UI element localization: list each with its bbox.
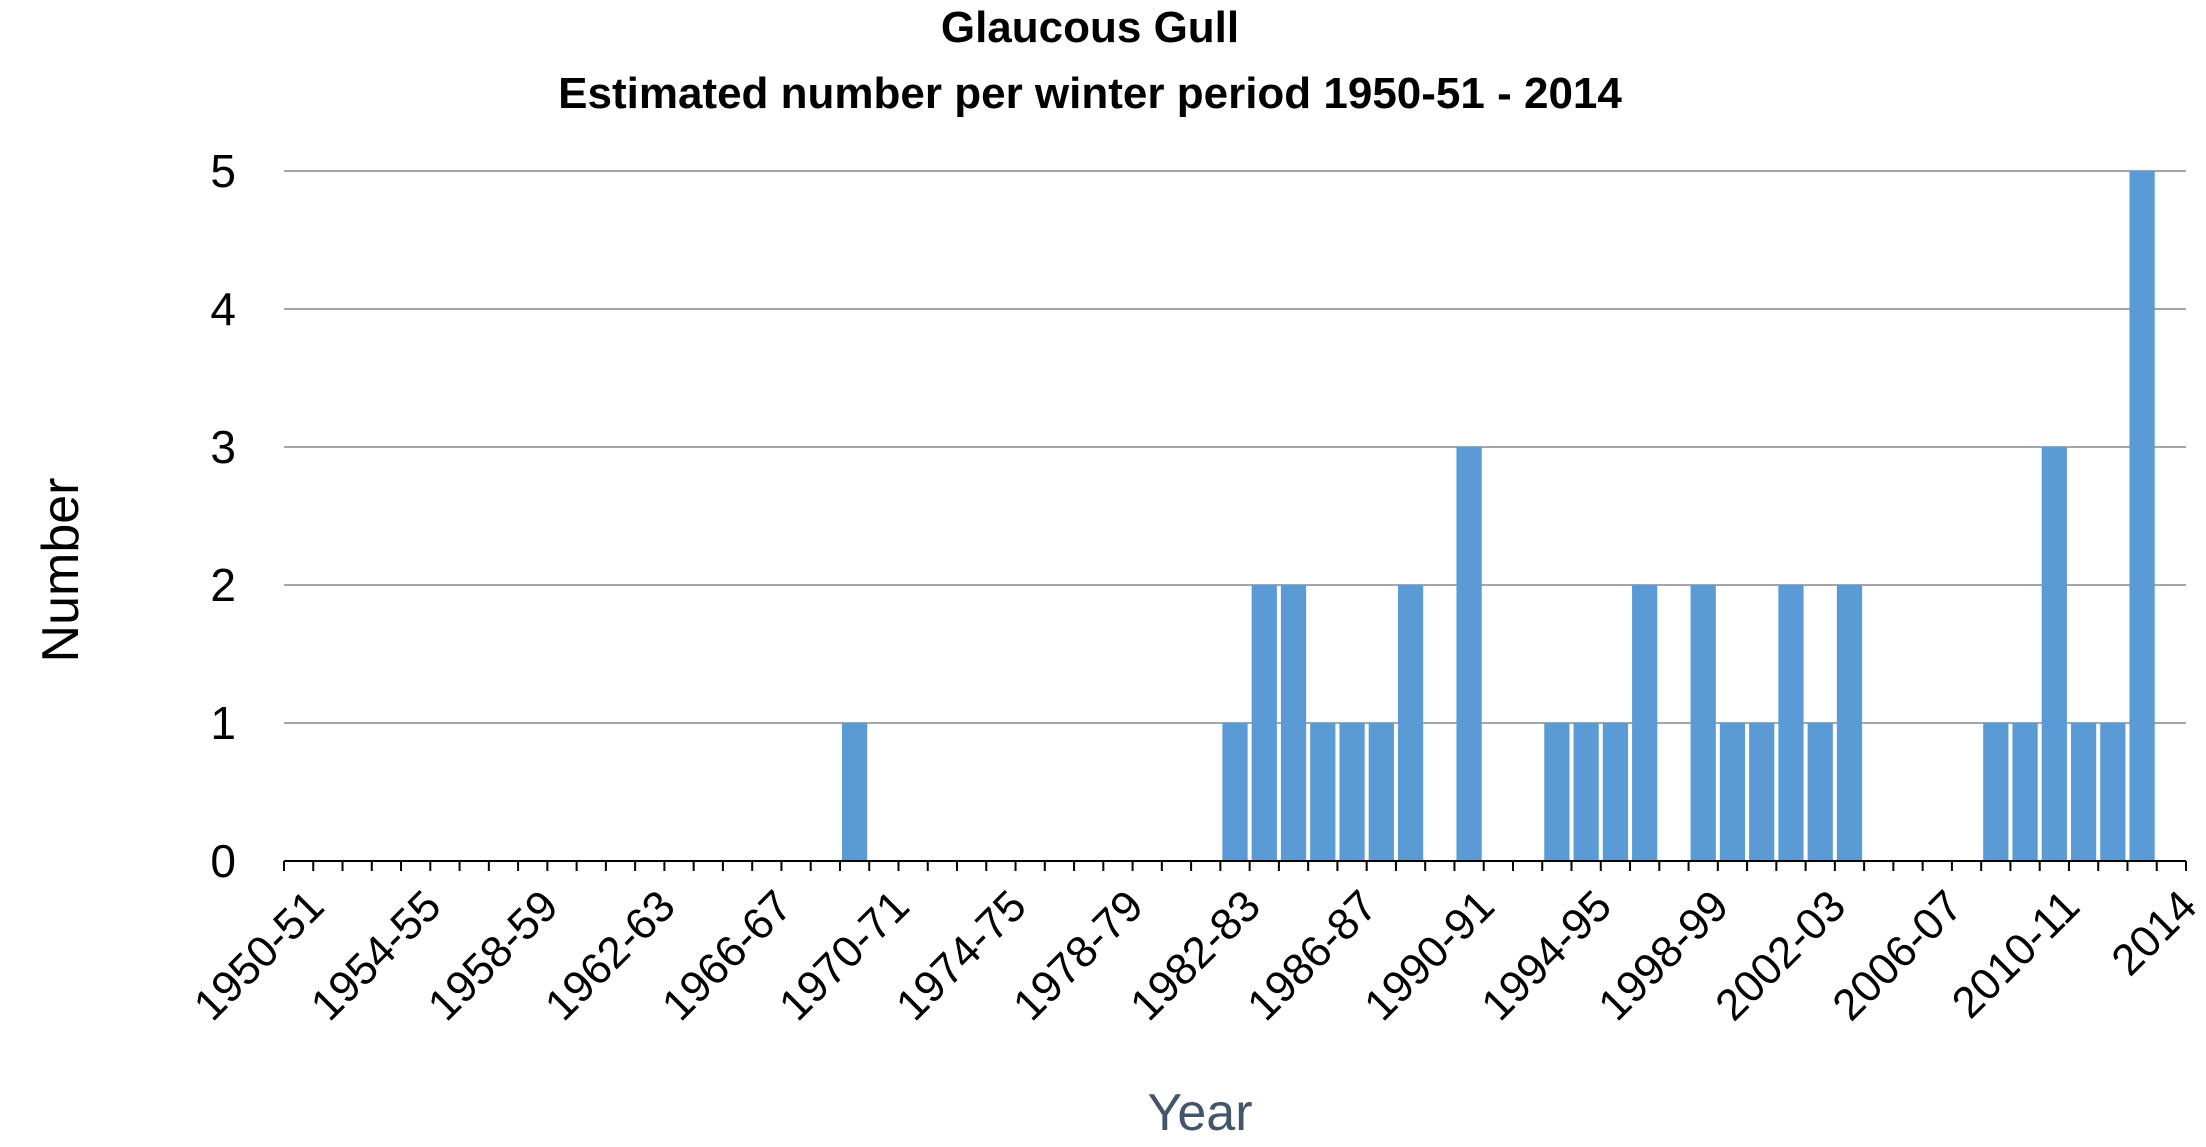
bar xyxy=(841,723,868,861)
y-tick-label: 4 xyxy=(210,283,236,335)
bar xyxy=(1749,723,1775,861)
x-tick-label: 2010-11 xyxy=(1943,881,2090,1028)
x-tick-label: 1958-59 xyxy=(419,881,568,1030)
x-tick-label: 1998-99 xyxy=(1589,881,1738,1030)
bar xyxy=(1632,585,1658,861)
x-tick-label: 2014 xyxy=(2102,881,2206,985)
x-tick-label: 1970-71 xyxy=(770,881,919,1030)
bar xyxy=(2100,723,2126,861)
bar xyxy=(1310,723,1336,861)
y-tick-labels: 0 1 2 3 4 5 xyxy=(210,145,236,887)
bar xyxy=(1544,723,1570,861)
bar xyxy=(2012,723,2038,861)
y-axis-label: Number xyxy=(32,478,90,663)
bar xyxy=(1251,585,1277,861)
x-tick-label: 1954-55 xyxy=(302,881,451,1030)
bar xyxy=(1690,585,1716,861)
y-tick-label: 3 xyxy=(210,421,236,473)
x-tick-label: 2002-03 xyxy=(1706,881,1855,1030)
bar xyxy=(2129,171,2155,861)
x-tick-label: 1962-63 xyxy=(536,881,685,1030)
bar xyxy=(1983,723,2009,861)
x-tick-label: 1978-79 xyxy=(1004,881,1153,1030)
bar xyxy=(1280,585,1307,861)
bar xyxy=(2041,447,2067,861)
bar xyxy=(1339,723,1365,861)
x-tick-label: 1974-75 xyxy=(887,881,1036,1030)
chart-title: Glaucous Gull xyxy=(941,3,1239,52)
x-tick-label: 2006-07 xyxy=(1823,881,1972,1030)
x-tick-marks xyxy=(283,861,2187,871)
bar xyxy=(1222,723,1248,861)
bar xyxy=(1719,723,1746,861)
x-tick-labels: 1950-511954-551958-591962-631966-671970-… xyxy=(185,881,2206,1030)
y-tick-label: 5 xyxy=(210,145,236,197)
bar xyxy=(2070,723,2097,861)
x-tick-label: 1986-87 xyxy=(1238,881,1387,1030)
x-axis-label: Year xyxy=(1147,1084,1252,1142)
gridlines xyxy=(284,170,2186,724)
y-tick-label: 1 xyxy=(210,697,236,749)
chart-subtitle: Estimated number per winter period 1950-… xyxy=(558,69,1622,118)
bar xyxy=(1456,447,1482,861)
x-tick-label: 1950-51 xyxy=(185,881,334,1030)
bar xyxy=(1368,723,1394,861)
x-tick-label: 1982-83 xyxy=(1121,881,1270,1030)
bar xyxy=(1778,585,1804,861)
y-tick-label: 0 xyxy=(210,835,236,887)
bar xyxy=(1397,585,1424,861)
y-tick-label: 2 xyxy=(210,559,236,611)
x-tick-label: 1966-67 xyxy=(653,881,802,1030)
bars xyxy=(841,171,2155,861)
bar xyxy=(1602,723,1629,861)
bar xyxy=(1836,585,1863,861)
bar xyxy=(1807,723,1833,861)
x-tick-label: 1990-91 xyxy=(1355,881,1504,1030)
x-tick-label: 1994-95 xyxy=(1472,881,1621,1030)
bar xyxy=(1573,723,1599,861)
